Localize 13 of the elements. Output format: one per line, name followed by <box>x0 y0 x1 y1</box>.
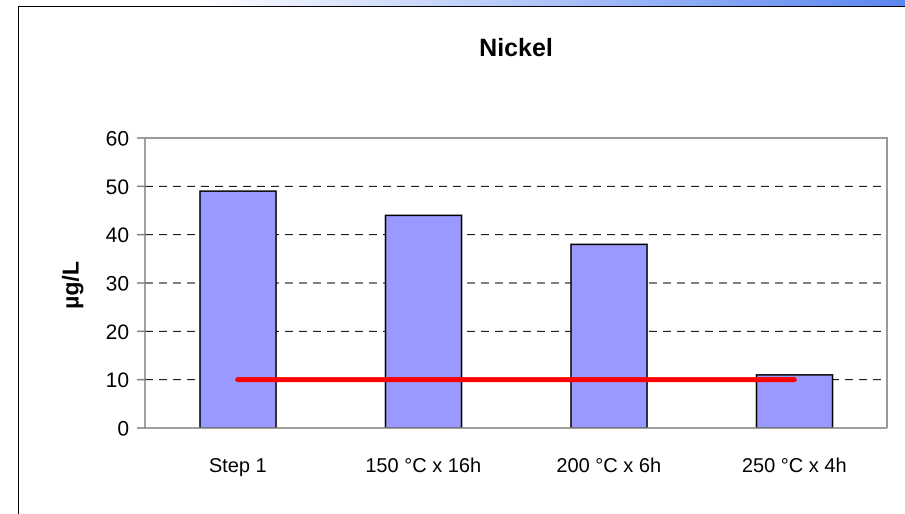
y-tick-label: 60 <box>106 127 129 150</box>
y-axis-title: µg/L <box>58 261 84 309</box>
y-tick-label: 20 <box>106 320 129 344</box>
x-tick-label: Step 1 <box>208 455 267 478</box>
y-tick-label: 10 <box>106 369 129 392</box>
x-tick-label: 250 °C x 4h <box>742 455 847 478</box>
x-tick-label: 200 °C x 6h <box>556 455 662 478</box>
y-tick-label: 50 <box>106 176 129 199</box>
y-tick-label: 40 <box>106 224 129 248</box>
x-tick-label: 150 °C x 16h <box>365 455 482 478</box>
chart-title: Nickel <box>479 34 553 62</box>
y-tick-label: 30 <box>106 272 129 296</box>
y-tick-label: 0 <box>117 417 129 440</box>
